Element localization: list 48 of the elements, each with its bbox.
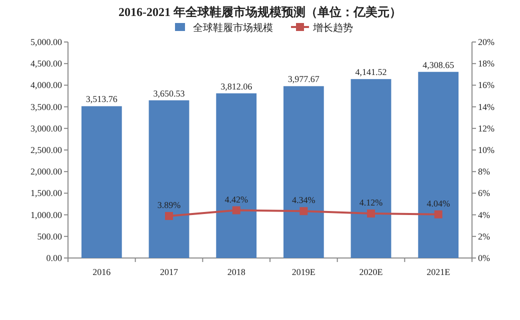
y-tick-label: 3,000.00 — [30, 123, 62, 134]
y-tick-label: 0.00 — [46, 253, 62, 263]
y2-tick-label: 6% — [478, 188, 490, 198]
data-label: 3,977.67 — [288, 74, 320, 84]
y-tick-label: 3,500.00 — [30, 102, 62, 112]
y2-tick-label: 14% — [478, 102, 495, 112]
data-label: 4.34% — [292, 195, 316, 206]
y-tick-label: 4,000.00 — [30, 80, 62, 90]
x-tick-label: 2018 — [227, 267, 246, 277]
y-tick-label: 1,000.00 — [30, 210, 62, 220]
x-tick-label: 2016 — [92, 267, 112, 277]
y2-tick-label: 18% — [478, 58, 495, 69]
y-tick-label: 5,000.00 — [30, 37, 62, 47]
bar — [283, 86, 324, 258]
y-tick-label: 2,000.00 — [30, 166, 62, 177]
data-label: 3,513.76 — [86, 94, 118, 104]
data-label: 4.42% — [224, 194, 248, 204]
y2-tick-label: 2% — [478, 231, 490, 242]
x-tick-label: 2017 — [160, 267, 178, 277]
y-tick-label: 2,500.00 — [30, 145, 62, 155]
data-label: 4,308.65 — [422, 60, 455, 70]
y2-tick-label: 12% — [478, 123, 495, 134]
data-label: 3.89% — [157, 200, 182, 210]
legend-label: 增长趋势 — [312, 22, 353, 34]
bar — [350, 79, 392, 258]
y-tick-label: 500.00 — [37, 231, 62, 242]
x-tick-label: 2021E — [426, 267, 451, 277]
y2-tick-label: 16% — [478, 80, 495, 90]
legend-label: 全球鞋履市场规模 — [193, 22, 273, 34]
data-label: 3,650.53 — [153, 88, 186, 98]
data-label: 4.04% — [426, 198, 450, 208]
data-label: 4.12% — [359, 198, 384, 208]
x-tick-label: 2019E — [292, 267, 316, 277]
bar — [148, 100, 190, 258]
data-label: 4,141.52 — [355, 67, 387, 78]
y2-tick-label: 4% — [478, 210, 490, 220]
bar — [81, 106, 122, 258]
y2-tick-label: 8% — [478, 166, 490, 177]
bar — [418, 72, 459, 258]
chart-title: 2016-2021 年全球鞋履市场规模预测（单位：亿美元） — [118, 5, 402, 19]
y-tick-label: 1,500.00 — [30, 188, 62, 198]
data-label: 3,812.06 — [220, 81, 253, 92]
x-tick-label: 2020E — [359, 267, 384, 277]
y2-tick-label: 10% — [478, 145, 495, 155]
y2-tick-label: 20% — [478, 37, 495, 47]
bar — [216, 93, 257, 258]
y-tick-label: 4,500.00 — [30, 58, 62, 69]
y2-tick-label: 0% — [478, 253, 490, 263]
